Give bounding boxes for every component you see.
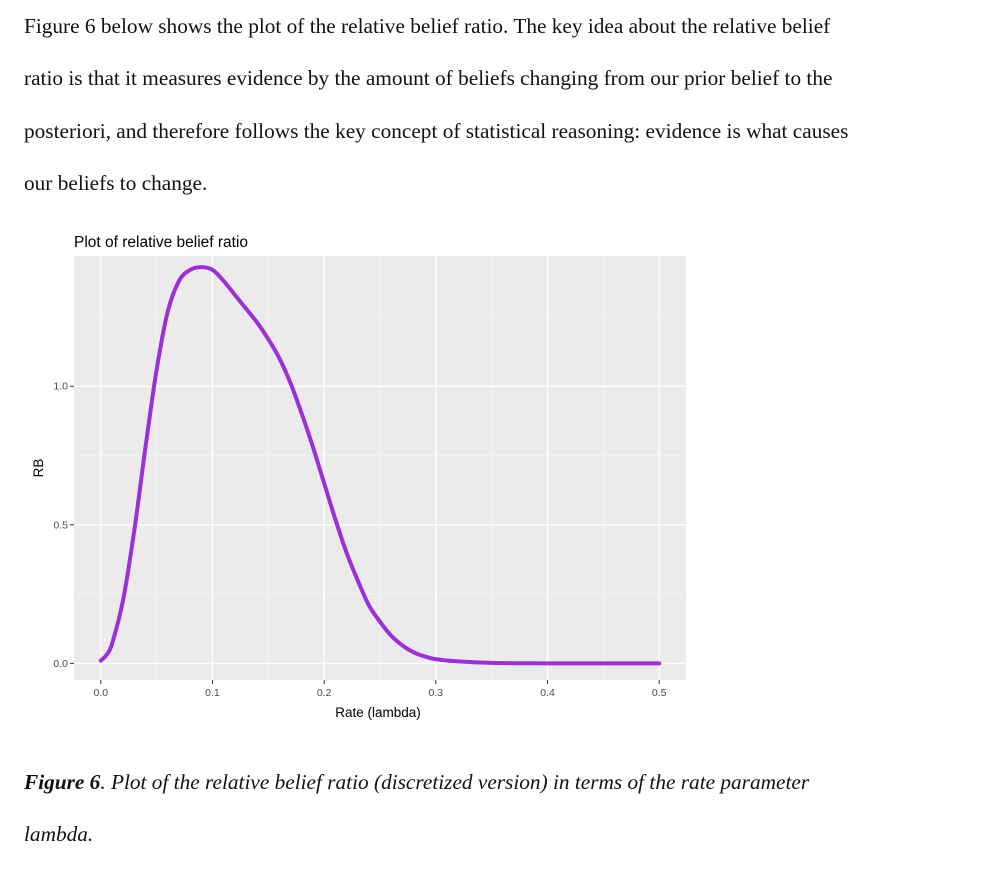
caption-text: . Plot of the relative belief ratio (dis… [100, 770, 810, 794]
chart-title: Plot of relative belief ratio [74, 234, 248, 251]
y-tick-label: 0.5 [53, 519, 68, 531]
y-axis-label: RB [31, 459, 46, 478]
plot-panel: 0.0 0.1 0.2 0.3 0.4 0.5 0.0 0.5 1.0 [53, 256, 686, 699]
body-paragraph: Figure 6 below shows the plot of the rel… [24, 0, 964, 210]
x-tick-label: 0.0 [93, 687, 108, 699]
x-tick-label: 0.1 [205, 687, 220, 699]
caption-label: Figure 6 [24, 770, 101, 794]
figure-caption: Figure 6. Plot of the relative belief ra… [24, 756, 964, 861]
y-tick-label: 1.0 [53, 381, 68, 393]
caption-line-2: lambda. [24, 822, 94, 847]
paragraph-line: our beliefs to change. [24, 171, 208, 196]
x-tick-label: 0.5 [652, 687, 667, 699]
rb-curve-line [98, 265, 662, 666]
paragraph-line: ratio is that it measures evidence by th… [24, 66, 833, 91]
x-tick-label: 0.2 [317, 687, 332, 699]
x-axis-label: Rate (lambda) [335, 705, 421, 720]
caption-line-1: Figure 6. Plot of the relative belief ra… [24, 756, 964, 808]
paragraph-line: Figure 6 below shows the plot of the rel… [24, 14, 831, 38]
x-tick-label: 0.3 [429, 687, 444, 699]
x-tick-label: 0.4 [540, 687, 555, 699]
y-tick-label: 0.0 [53, 658, 68, 670]
paragraph-line: posteriori, and therefore follows the ke… [24, 118, 849, 143]
relative-belief-ratio-chart: Plot of relative belief ratio 0.0 0.1 0.2 0… [31, 234, 686, 720]
